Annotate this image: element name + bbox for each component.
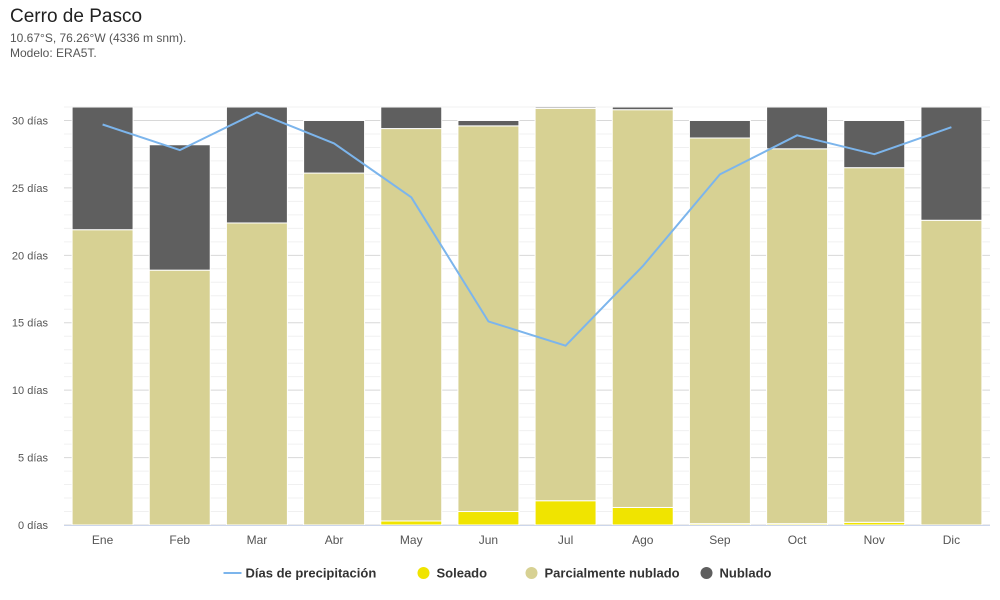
model-text: Modelo: ERA5T. [10, 46, 97, 60]
y-tick-label: 10 días [12, 385, 49, 397]
page-title: Cerro de Pasco [10, 6, 143, 27]
x-tick-label: Nov [864, 533, 885, 547]
x-tick-label: Dic [943, 533, 960, 547]
bar-nublado[interactable] [534, 107, 597, 109]
bar-nublado[interactable] [688, 119, 751, 139]
x-tick-label: Feb [169, 533, 190, 547]
y-tick-label: 15 días [12, 318, 49, 330]
y-tick-label: 5 días [18, 453, 48, 465]
bar-soleado[interactable] [457, 511, 520, 525]
bar-nublado[interactable] [303, 119, 366, 174]
bar-soleado[interactable] [611, 506, 674, 525]
bar-nublado[interactable] [71, 107, 134, 231]
bar-nublado[interactable] [611, 107, 674, 111]
bar-nublado[interactable] [843, 119, 906, 169]
x-tick-label: Sep [709, 533, 731, 547]
bar-parcialmente-nublado[interactable] [148, 269, 211, 525]
legend-dot-swatch [417, 567, 430, 579]
x-tick-label: Ene [92, 533, 114, 547]
legend-item-label[interactable]: Nublado [720, 566, 772, 581]
bar-nublado[interactable] [457, 119, 520, 127]
bar-nublado[interactable] [225, 107, 288, 224]
x-tick-label: Oct [788, 533, 807, 547]
bar-parcialmente-nublado[interactable] [534, 107, 597, 502]
y-tick-label: 30 días [12, 115, 49, 127]
bar-parcialmente-nublado[interactable] [611, 109, 674, 508]
bar-parcialmente-nublado[interactable] [766, 148, 829, 525]
location-subtitle: 10.67°S, 76.26°W (4336 m snm). Modelo: E… [10, 31, 186, 61]
bar-parcialmente-nublado[interactable] [71, 229, 134, 525]
y-tick-label: 20 días [12, 250, 49, 262]
bar-nublado[interactable] [380, 107, 443, 130]
precipitation-line [102, 111, 952, 347]
legend-dot-swatch [525, 567, 538, 579]
legend-item-label[interactable]: Soleado [437, 566, 488, 581]
coordinates-text: 10.67°S, 76.26°W (4336 m snm). [10, 31, 187, 45]
legend-item-label[interactable]: Parcialmente nublado [545, 566, 680, 581]
bar-parcialmente-nublado[interactable] [457, 125, 520, 513]
x-tick-label: Jul [558, 533, 573, 547]
legend-dot-swatch [700, 567, 713, 579]
legend-item-label[interactable]: Días de precipitación [246, 566, 377, 581]
y-tick-label: 0 días [18, 520, 48, 532]
x-tick-label: May [400, 533, 423, 547]
bar-parcialmente-nublado[interactable] [688, 137, 751, 525]
bar-soleado[interactable] [534, 500, 597, 525]
bar-nublado[interactable] [920, 107, 983, 221]
bar-parcialmente-nublado[interactable] [380, 128, 443, 522]
x-tick-label: Jun [479, 533, 498, 547]
y-tick-label: 25 días [12, 183, 49, 195]
x-tick-label: Abr [325, 533, 344, 547]
bar-parcialmente-nublado[interactable] [225, 222, 288, 525]
x-tick-label: Mar [247, 533, 268, 547]
bar-soleado[interactable] [380, 520, 443, 525]
bar-parcialmente-nublado[interactable] [920, 219, 983, 525]
bar-parcialmente-nublado[interactable] [303, 172, 366, 525]
bar-parcialmente-nublado[interactable] [843, 167, 906, 523]
bars-group [71, 107, 983, 525]
bar-nublado[interactable] [148, 144, 211, 271]
bar-nublado[interactable] [766, 107, 829, 150]
x-tick-label: Ago [632, 533, 654, 547]
